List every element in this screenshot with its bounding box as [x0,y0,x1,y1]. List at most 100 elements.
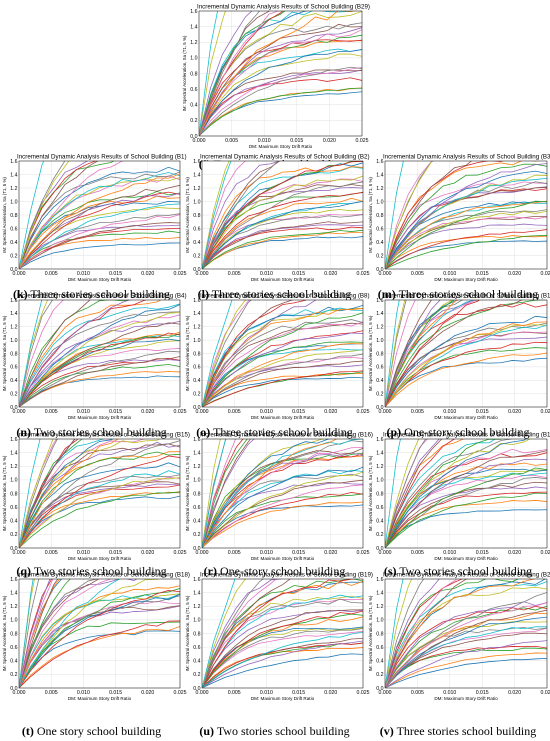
x-axis-label: DM: Maximum Story Drift Ratio [249,144,313,149]
ida-curve [199,11,260,136]
x-tick-label: 0.020 [324,690,337,696]
ida-curve [202,640,363,688]
ida-curve [19,593,180,688]
ida-curve [385,439,456,548]
y-tick-label: 0.2 [10,672,17,678]
chart-n: Incremental Dynamic Analysis Results of … [2,293,187,421]
ida-curve [19,322,180,407]
x-tick-label: 0.020 [324,409,337,415]
y-tick-label: 0.8 [10,213,17,219]
y-tick-label: 1.2 [193,464,200,470]
ida-curve [202,343,363,407]
caption-o: (o) Three stories school building [183,425,366,440]
y-tick-label: 1.2 [376,186,383,192]
ida-curve [385,605,547,688]
ida-curve [385,439,503,548]
ida-curve [385,439,465,548]
ida-curve [202,439,251,548]
ida-curve [385,161,504,269]
ida-curve [19,440,180,548]
ida-curve [19,441,180,548]
y-tick-label: 0.0 [376,546,383,552]
chart-m: Incremental Dynamic Analysis Results of … [368,154,550,283]
y-tick-label: 0.0 [190,134,197,140]
ida-curve [385,640,547,688]
x-tick-label: 0.010 [258,138,271,144]
ida-curve [19,439,58,548]
ida-curve [199,39,362,136]
chart-p: Incremental Dynamic Analysis Results of … [368,293,550,421]
ida-curve [202,579,236,688]
caption-q: (q) Two stories school building [0,564,183,579]
ida-curve [19,300,48,407]
y-tick-label: 1.2 [193,325,200,331]
ida-curve [202,626,363,688]
caption-text: One-story school building [401,425,530,439]
ida-curve [19,311,180,407]
x-tick-label: 0.005 [45,550,58,556]
ida-curve [385,579,440,688]
ida-curve [385,322,547,407]
ida-curve [202,579,356,688]
ida-curve [202,209,363,269]
y-tick-label: 0.6 [193,365,200,371]
ida-curve [199,11,280,136]
ida-curve [385,200,547,269]
y-axis-label: IM: Spectral Acceleration, Sa (T1, 5 %) [2,595,7,671]
ida-curve [202,229,363,269]
y-tick-label: 1.4 [10,450,17,456]
x-tick-label: 0.010 [260,690,273,696]
y-tick-label: 1.4 [376,172,383,178]
y-tick-label: 0.4 [193,378,200,384]
ida-curve [385,223,547,269]
y-tick-label: 0.4 [10,378,17,384]
ida-curve [19,439,79,548]
ida-curve [19,300,162,407]
ida-curve [385,321,547,407]
ida-curve [385,300,459,407]
panel-o: Incremental Dynamic Analysis Results of … [183,291,370,423]
y-axis-label: IM: Spectral Acceleration, Sa (T1, 5 %) [185,315,190,391]
ida-curve [385,439,443,548]
x-tick-label: 0.005 [411,271,424,277]
chart-t: Incremental Dynamic Analysis Results of … [2,572,190,702]
ida-curve [199,11,253,136]
y-tick-label: 1.0 [190,56,197,62]
ida-curve [19,171,180,269]
y-tick-label: 0.2 [193,672,200,678]
y-tick-label: 0.4 [376,240,383,246]
panel-j: Incremental Dynamic Analysis Results of … [180,2,370,152]
ida-curve [385,300,432,407]
y-tick-label: 0.8 [190,71,197,77]
ida-curve [19,161,70,269]
y-tick-label: 1.0 [10,478,17,484]
ida-curve [202,321,363,407]
panel-s: Incremental Dynamic Analysis Results of … [366,430,550,564]
x-axis-label: DM: Maximum Story Drift Ratio [434,556,498,561]
ida-curve [202,192,363,269]
y-tick-label: 0.8 [193,351,200,357]
ida-curve [202,175,363,269]
x-tick-label: 0.015 [109,271,122,277]
ida-curve [19,350,180,407]
ida-curve [19,166,180,269]
x-tick-label: 0.020 [141,550,154,556]
ida-curve [202,161,363,269]
x-axis-label: DM: Maximum Story Drift Ratio [251,556,315,561]
ida-curve [19,304,180,407]
ida-curve [202,161,279,269]
chart-j: Incremental Dynamic Analysis Results of … [182,4,370,150]
y-tick-label: 1.6 [193,577,200,583]
ida-curve [19,195,180,269]
x-tick-label: 0.000 [379,409,392,415]
ida-curve [19,455,180,548]
x-tick-label: 0.010 [443,409,456,415]
y-tick-label: 0.6 [10,365,17,371]
ida-curve [202,439,237,548]
ida-curve [202,349,363,407]
panel-v: Incremental Dynamic Analysis Results of … [366,570,550,704]
chart-title: Incremental Dynamic Analysis Results of … [197,4,370,11]
y-tick-label: 0.2 [376,253,383,259]
x-tick-label: 0.000 [196,271,209,277]
ida-curve [202,501,363,548]
